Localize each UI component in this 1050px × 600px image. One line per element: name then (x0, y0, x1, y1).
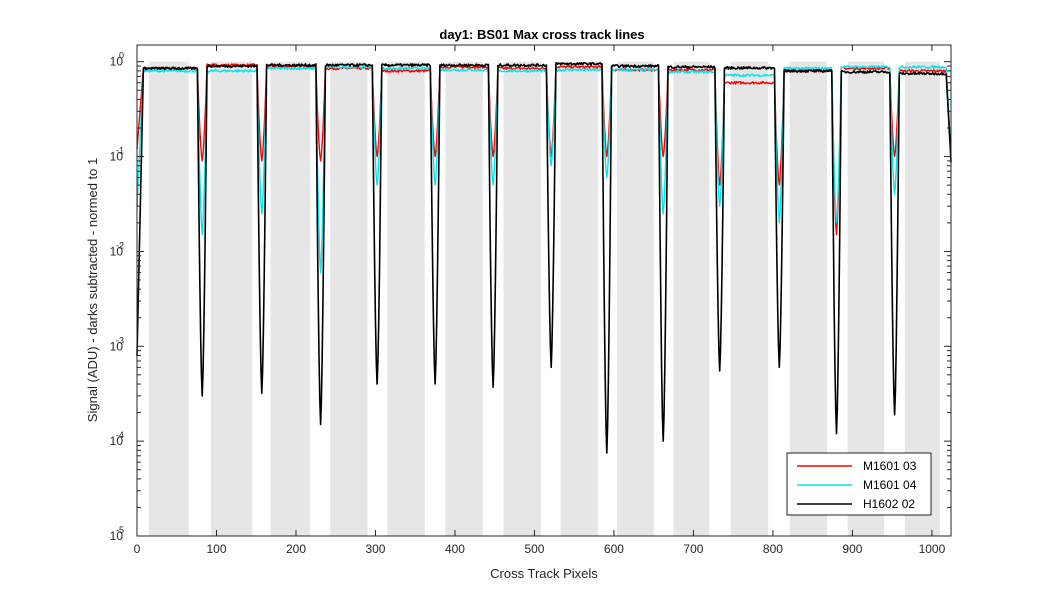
x-tick-label: 800 (763, 542, 783, 556)
legend-entry: M1601 03 (863, 459, 917, 473)
y-tick-label: 10-3 (110, 335, 124, 353)
y-tick-label: 10-5 (110, 525, 124, 543)
x-tick-label: 1000 (919, 542, 946, 556)
chart-title: day1: BS01 Max cross track lines (439, 27, 644, 42)
legend-entry: H1602 02 (863, 497, 915, 511)
shaded-band (270, 61, 311, 536)
shaded-band (503, 61, 541, 536)
y-tick-exponent: -4 (116, 430, 124, 440)
y-tick-label: 100 (110, 51, 124, 69)
series-line-h1602-02 (136, 61, 952, 454)
y-tick-exponent: -5 (116, 525, 124, 535)
y-tick-exponent: -2 (116, 240, 124, 250)
shaded-band (617, 61, 654, 536)
y-tick-exponent: -3 (116, 335, 124, 345)
x-tick-label: 0 (134, 542, 141, 556)
y-tick-label: 10-2 (110, 240, 124, 258)
y-axis-ticks: 10-5 10-4 10-3 10-2 10-1 100 (110, 51, 951, 543)
shaded-band (730, 61, 769, 536)
x-axis-ticks: 0 100 200 300 400 500 600 700 800 900 1000 (134, 45, 946, 556)
x-tick-label: 100 (206, 542, 226, 556)
shaded-band (210, 61, 253, 536)
legend-entry: M1601 04 (863, 478, 917, 492)
x-tick-label: 200 (286, 542, 306, 556)
series-line-m1601-04 (136, 65, 952, 274)
x-tick-label: 600 (604, 542, 624, 556)
x-tick-label: 900 (842, 542, 862, 556)
x-tick-label: 400 (445, 542, 465, 556)
x-tick-label: 500 (524, 542, 544, 556)
y-tick-label: 10-4 (110, 430, 124, 448)
shaded-band (445, 61, 483, 536)
shaded-band (673, 61, 710, 536)
x-tick-label: 300 (365, 542, 385, 556)
y-tick-exponent: 0 (119, 51, 124, 61)
y-axis-label: Signal (ADU) - darks subtracted - normed… (85, 158, 100, 422)
shaded-band (148, 61, 189, 536)
y-tick-exponent: -1 (116, 146, 124, 156)
series-lines (136, 61, 952, 454)
shaded-band (387, 61, 425, 536)
shaded-band (330, 61, 368, 536)
legend: M1601 03 M1601 04 H1602 02 (786, 452, 932, 516)
x-axis-label: Cross Track Pixels (490, 566, 598, 581)
plot-frame (136, 44, 952, 537)
shaded-band (560, 61, 599, 536)
y-tick-label: 10-1 (110, 146, 124, 164)
x-tick-label: 700 (683, 542, 703, 556)
